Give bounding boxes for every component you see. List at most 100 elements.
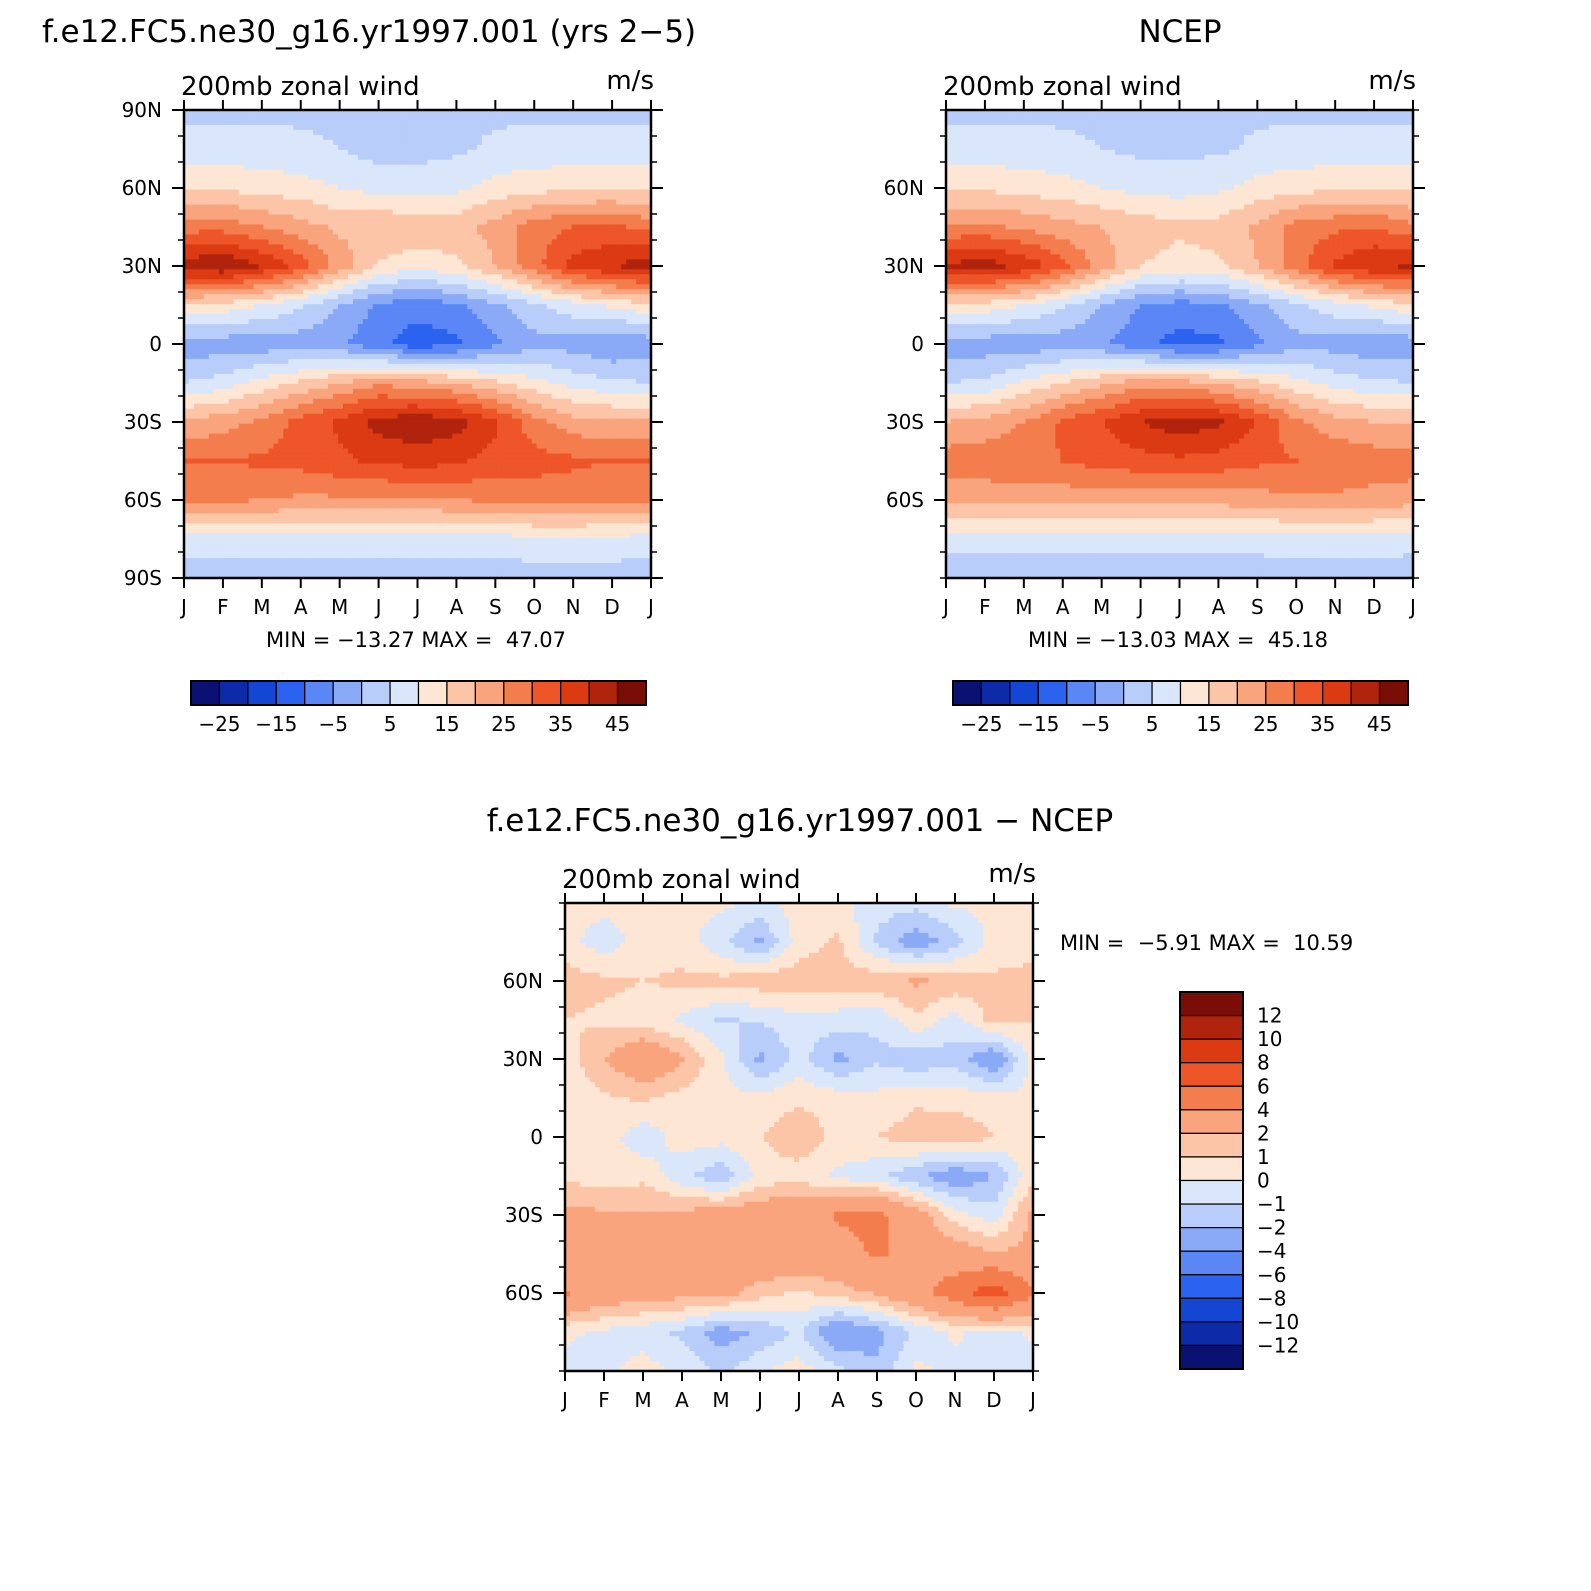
- contour-cell: [591, 189, 597, 196]
- contour-cell: [501, 274, 508, 280]
- contour-cell: [492, 134, 498, 141]
- contour-cell: [392, 214, 399, 221]
- contour-cell: [283, 304, 289, 310]
- contour-cell: [407, 154, 414, 161]
- contour-cell: [521, 319, 528, 325]
- contour-cell: [581, 279, 588, 285]
- contour-cell: [447, 368, 453, 375]
- contour-cell: [352, 144, 359, 151]
- contour-cell: [561, 199, 568, 206]
- contour-cell: [288, 334, 294, 340]
- contour-cell: [328, 319, 334, 325]
- contour-cell: [462, 224, 468, 231]
- contour-cell: [472, 294, 478, 300]
- contour-cell: [323, 259, 329, 265]
- contour-cell: [377, 358, 384, 365]
- contour-cell: [208, 329, 215, 335]
- contour-cell: [601, 214, 607, 221]
- contour-cell: [342, 219, 349, 226]
- contour-cell: [198, 334, 205, 340]
- contour-cell: [293, 149, 299, 156]
- contour-cell: [357, 189, 364, 196]
- contour-cell: [288, 224, 294, 231]
- contour-cell: [367, 154, 374, 161]
- contour-cell: [452, 229, 458, 236]
- contour-cell: [457, 179, 463, 186]
- contour-cell: [248, 159, 255, 166]
- contour-cell: [238, 259, 245, 265]
- contour-cell: [576, 110, 583, 116]
- contour-cell: [492, 229, 498, 236]
- contour-cell: [308, 269, 314, 275]
- contour-cell: [541, 204, 548, 211]
- contour-cell: [566, 169, 573, 176]
- contour-cell: [397, 319, 404, 325]
- contour-cell: [556, 304, 563, 310]
- contour-cell: [397, 159, 404, 166]
- contour-cell: [303, 139, 309, 146]
- contour-cell: [288, 344, 294, 350]
- contour-cell: [387, 329, 394, 335]
- contour-cell: [243, 114, 250, 121]
- contour-cell: [606, 209, 612, 216]
- contour-cell: [248, 249, 255, 255]
- contour-cell: [372, 294, 379, 300]
- contour-cell: [347, 199, 354, 206]
- contour-cell: [606, 314, 612, 320]
- contour-cell: [402, 119, 409, 126]
- contour-cell: [452, 144, 458, 151]
- contour-cell: [442, 294, 448, 300]
- contour-cell: [641, 110, 647, 116]
- contour-cell: [308, 324, 314, 330]
- contour-cell: [323, 179, 329, 186]
- contour-cell: [323, 189, 329, 196]
- contour-cell: [511, 279, 518, 285]
- contour-cell: [432, 234, 438, 241]
- contour-cell: [323, 124, 329, 131]
- contour-cell: [382, 368, 389, 375]
- contour-cell: [278, 269, 284, 275]
- contour-cell: [452, 184, 458, 191]
- contour-cell: [238, 114, 245, 121]
- contour-cell: [521, 204, 528, 211]
- contour-cell: [457, 189, 463, 196]
- contour-cell: [293, 344, 299, 350]
- contour-cell: [447, 134, 453, 141]
- contour-cell: [427, 144, 434, 151]
- contour-cell: [258, 279, 265, 285]
- contour-cell: [472, 363, 478, 370]
- contour-cell: [402, 339, 409, 345]
- contour-cell: [551, 329, 558, 335]
- contour-cell: [506, 304, 513, 310]
- contour-cell: [303, 144, 309, 151]
- contour-cell: [377, 134, 384, 141]
- contour-cell: [188, 119, 195, 126]
- contour-cell: [601, 174, 607, 181]
- contour-cell: [477, 224, 483, 231]
- contour-cell: [636, 199, 642, 206]
- contour-cell: [646, 159, 651, 166]
- contour-cell: [283, 344, 289, 350]
- contour-cell: [621, 344, 627, 350]
- contour-cell: [477, 348, 483, 355]
- contour-cell: [457, 259, 463, 265]
- contour-cell: [273, 339, 279, 345]
- contour-cell: [412, 149, 419, 156]
- contour-cell: [636, 134, 642, 141]
- contour-cell: [546, 174, 553, 181]
- contour-cell: [586, 209, 592, 216]
- contour-cell: [188, 353, 195, 360]
- contour-cell: [586, 358, 592, 365]
- contour-cell: [412, 129, 419, 136]
- contour-cell: [452, 174, 458, 181]
- contour-cell: [506, 353, 513, 360]
- contour-cell: [357, 358, 364, 365]
- contour-cell: [273, 224, 279, 231]
- contour-cell: [571, 209, 578, 216]
- contour-cell: [606, 269, 612, 275]
- contour-cell: [372, 334, 379, 340]
- contour-cell: [188, 204, 195, 211]
- contour-cell: [248, 119, 255, 126]
- contour-cell: [218, 269, 225, 275]
- contour-cell: [283, 363, 289, 370]
